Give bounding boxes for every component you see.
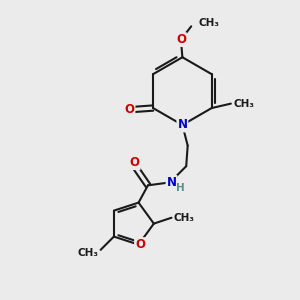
Text: O: O [124,103,134,116]
Text: O: O [135,238,145,251]
Text: CH₃: CH₃ [199,18,220,28]
Text: H: H [176,183,185,193]
Text: O: O [176,33,186,46]
Text: CH₃: CH₃ [77,248,98,258]
Text: N: N [167,176,176,189]
Text: CH₃: CH₃ [174,213,195,223]
Text: CH₃: CH₃ [233,99,254,109]
Text: O: O [130,156,140,169]
Text: N: N [177,118,188,131]
